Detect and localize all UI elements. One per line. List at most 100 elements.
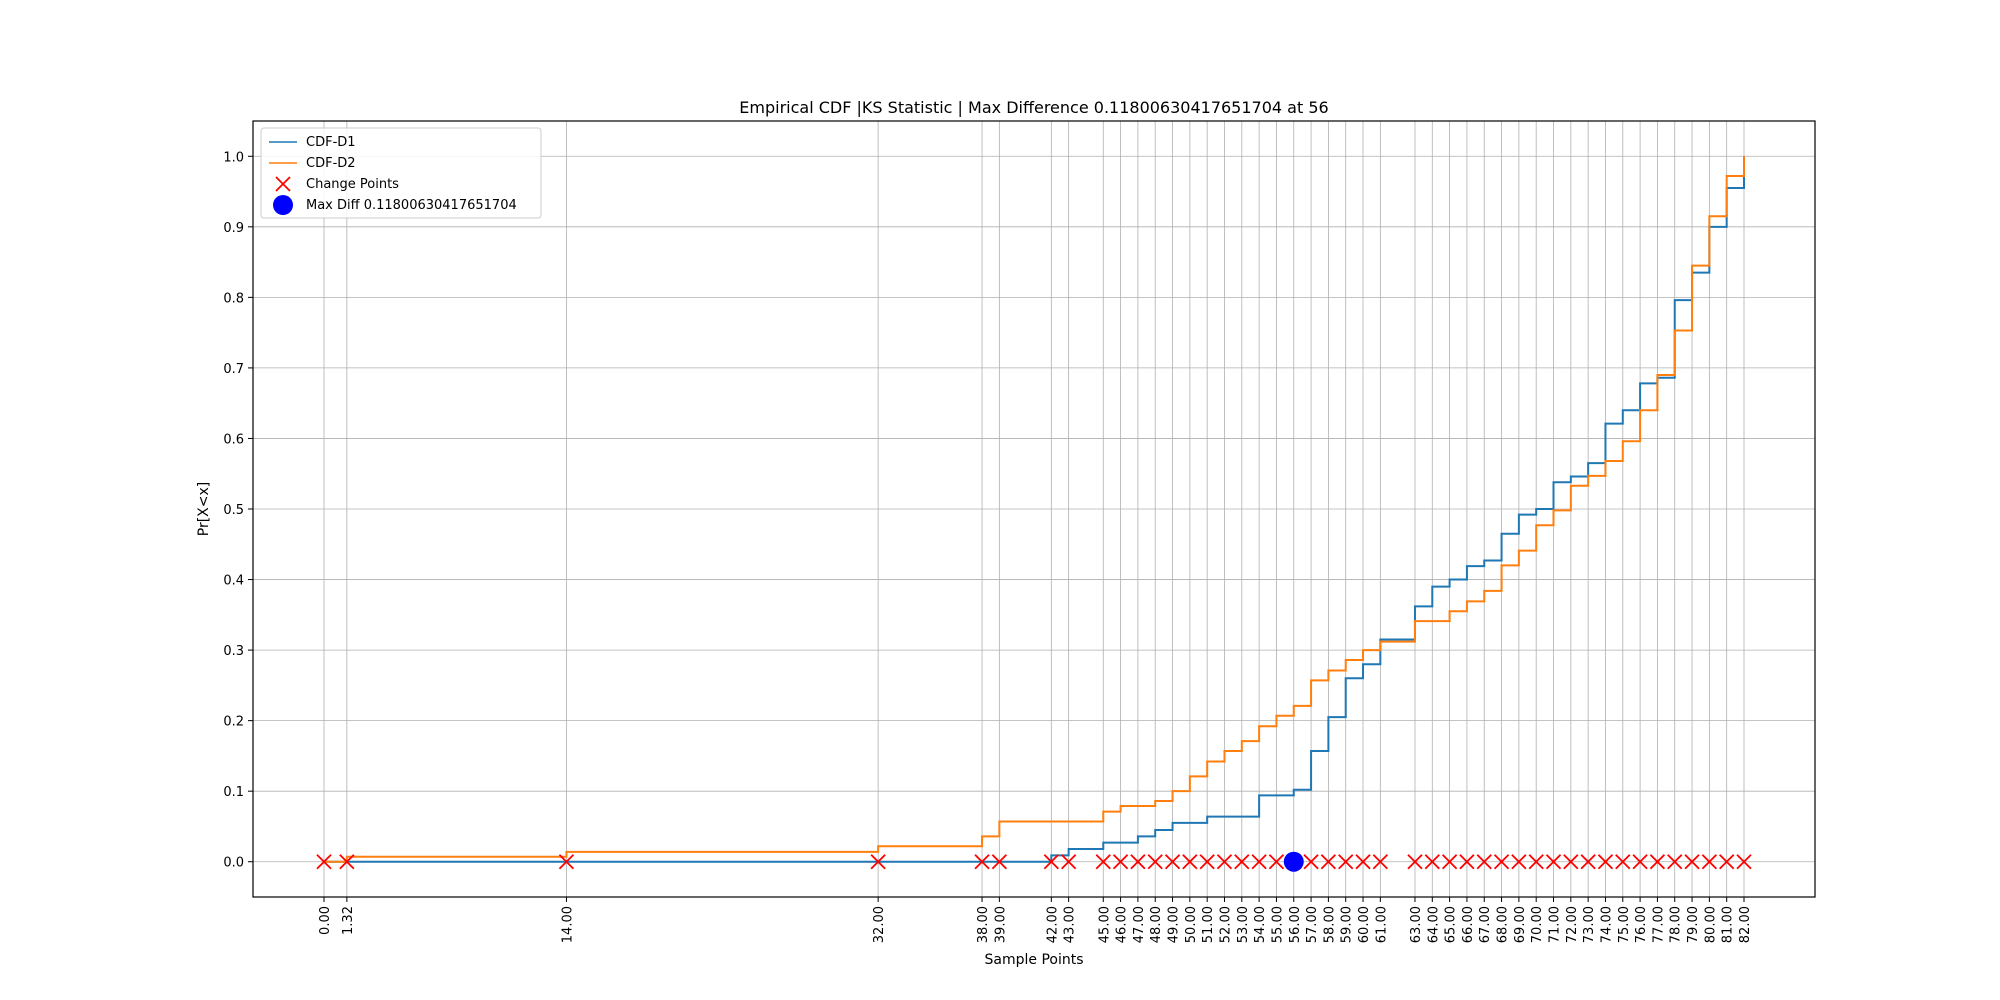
x-tick-label: 79.00: [1686, 906, 1701, 943]
change-point-marker: [1095, 854, 1111, 870]
change-point-marker: [1719, 854, 1735, 870]
change-point-marker: [1597, 854, 1614, 870]
change-point-marker: [1701, 854, 1718, 870]
change-point-marker: [1476, 854, 1492, 870]
change-point-marker: [1407, 854, 1423, 870]
legend-box: [260, 127, 542, 219]
change-point-marker: [1649, 854, 1666, 870]
x-tick-label: 67.00: [1478, 906, 1493, 943]
x-tick-label: 39.00: [993, 906, 1008, 943]
x-tick-label: 52.00: [1218, 906, 1233, 943]
x-tick-label: 61.00: [1374, 906, 1389, 943]
change-point-marker: [1060, 854, 1077, 870]
series-layer: [324, 156, 1745, 863]
x-axis-label: Sample Points: [985, 952, 1084, 968]
marker-layer: [316, 851, 1752, 872]
y-tick-label: 0.8: [223, 291, 244, 306]
change-point-marker: [870, 854, 886, 870]
change-point-marker: [1199, 854, 1215, 870]
legend-label-max-diff: Max Diff 0.11800630417651704: [306, 198, 517, 213]
change-point-marker: [1459, 854, 1475, 870]
legend-label-change-points: Change Points: [306, 177, 399, 192]
change-point-marker: [558, 854, 575, 870]
x-tick-label: 32.00: [872, 906, 887, 943]
x-tick-label: 73.00: [1582, 906, 1597, 943]
x-tick-label: 82.00: [1738, 906, 1753, 943]
y-tick-label: 0.3: [223, 644, 244, 659]
x-tick-label: 74.00: [1599, 906, 1614, 943]
y-tick-label: 0.6: [223, 432, 244, 447]
y-tick-label: 0.0: [223, 856, 244, 871]
grid: [253, 121, 1815, 897]
series-line-cdf-d2: [324, 156, 1745, 863]
change-point-marker: [1580, 854, 1596, 870]
x-tick-label: 48.00: [1149, 906, 1164, 943]
x-tick-label: 50.00: [1184, 906, 1199, 943]
change-point-marker: [1320, 854, 1337, 870]
y-axis-ticks: 0.0 0.1 0.2 0.3 0.4 0.5 0.6 0.7 0.8 0.9 1.0: [223, 150, 253, 871]
y-tick-label: 0.5: [223, 503, 244, 518]
y-tick-label: 0.7: [223, 362, 244, 377]
change-point-marker: [1667, 854, 1683, 870]
x-tick-label: 47.00: [1132, 906, 1147, 943]
x-tick-label: 77.00: [1651, 906, 1666, 943]
x-tick-label: 55.00: [1270, 906, 1285, 943]
x-tick-label: 46.00: [1115, 906, 1130, 943]
x-tick-label: 49.00: [1167, 906, 1182, 943]
change-point-marker: [1338, 854, 1354, 870]
change-point-marker: [1441, 854, 1458, 870]
x-tick-label: 42.00: [1045, 906, 1060, 943]
x-tick-label: 54.00: [1253, 906, 1268, 943]
y-tick-label: 0.2: [223, 715, 244, 730]
x-tick-label: 68.00: [1496, 906, 1511, 943]
change-point-marker: [1355, 854, 1371, 870]
change-point-marker: [1632, 854, 1648, 870]
change-point-marker: [1112, 854, 1129, 870]
x-tick-label: 64.00: [1426, 906, 1441, 943]
change-point-marker: [974, 854, 990, 870]
x-tick-label: 53.00: [1236, 906, 1251, 943]
change-point-marker: [1234, 854, 1250, 870]
x-tick-label: 72.00: [1565, 906, 1580, 943]
change-point-marker: [1182, 854, 1198, 870]
y-tick-label: 0.4: [223, 574, 244, 589]
y-axis-label: Pr[X<x]: [196, 482, 212, 536]
x-tick-label: 80.00: [1703, 906, 1718, 943]
change-point-marker: [339, 854, 355, 870]
x-tick-label: 51.00: [1201, 906, 1216, 943]
change-point-marker: [1684, 854, 1700, 870]
change-point-marker: [1511, 854, 1527, 870]
x-tick-label: 69.00: [1513, 906, 1528, 943]
change-point-marker: [316, 854, 332, 870]
x-tick-label: 0.00: [318, 906, 333, 935]
x-tick-label: 75.00: [1617, 906, 1632, 943]
x-tick-label: 14.00: [560, 906, 575, 943]
change-point-marker: [1043, 854, 1059, 870]
x-tick-label: 76.00: [1634, 906, 1649, 943]
change-point-marker: [1147, 854, 1163, 870]
change-point-marker: [1372, 854, 1388, 870]
change-point-marker: [991, 854, 1008, 870]
x-tick-label: 66.00: [1461, 906, 1476, 943]
x-tick-label: 43.00: [1063, 906, 1078, 943]
change-point-marker: [1216, 854, 1233, 870]
x-tick-label: 57.00: [1305, 906, 1320, 943]
change-point-marker: [1736, 854, 1752, 870]
x-tick-label: 60.00: [1357, 906, 1372, 943]
change-point-marker: [1424, 854, 1440, 870]
y-tick-label: 0.1: [223, 785, 244, 800]
x-tick-label: 70.00: [1530, 906, 1545, 943]
chart-title: Empirical CDF |KS Statistic | Max Differ…: [739, 98, 1328, 117]
change-point-marker: [1164, 854, 1181, 870]
x-tick-label: 63.00: [1409, 906, 1424, 943]
y-tick-label: 1.0: [223, 150, 244, 165]
x-tick-label: 38.00: [976, 906, 991, 943]
legend-max-diff-marker: [273, 195, 293, 215]
x-tick-label: 56.00: [1288, 906, 1303, 943]
change-point-marker: [1528, 854, 1544, 870]
y-tick-label: 0.9: [223, 221, 244, 236]
change-point-marker: [1545, 854, 1562, 870]
x-tick-label: 45.00: [1097, 906, 1112, 943]
x-tick-label: 1.32: [341, 906, 356, 935]
